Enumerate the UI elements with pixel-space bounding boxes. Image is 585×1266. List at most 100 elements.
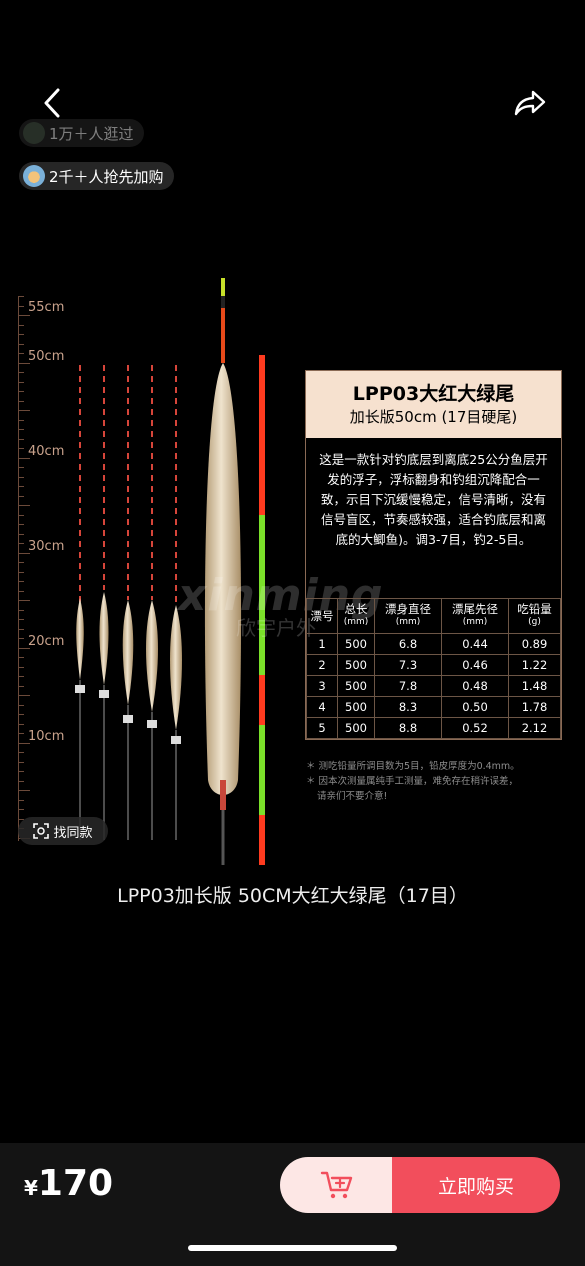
ruler-tick bbox=[18, 533, 24, 535]
added-to-cart-badge: 2千＋人抢先加购 bbox=[19, 162, 174, 190]
table-cell: 500 bbox=[337, 717, 375, 739]
ruler-tick bbox=[18, 685, 24, 687]
ruler-tick bbox=[18, 638, 24, 639]
ruler-tick bbox=[18, 752, 24, 753]
ruler-label: 20cm bbox=[28, 634, 65, 649]
ruler-tick bbox=[18, 296, 24, 297]
ruler-label: 40cm bbox=[28, 444, 65, 459]
table-header: 漂身直径 (mm) bbox=[374, 598, 442, 634]
table-cell: 500 bbox=[337, 654, 375, 676]
ruler-tick bbox=[18, 628, 24, 630]
ruler-tick bbox=[18, 476, 24, 478]
ruler-tick bbox=[18, 742, 30, 744]
price-value: 170 bbox=[37, 1163, 114, 1204]
small-float bbox=[122, 365, 134, 840]
scan-icon bbox=[33, 823, 50, 839]
product-caption: LPP03加长版 50CM大红大绿尾（17目） bbox=[117, 885, 468, 907]
table-row: 2 500 7.3 0.46 1.22 bbox=[306, 654, 561, 676]
table-cell: 1.78 bbox=[508, 696, 561, 718]
table-header: 漂号 bbox=[306, 598, 338, 634]
note-line: ＊ 因本次测量属纯手工测量，难免存在稍许误差， bbox=[306, 776, 519, 787]
price: ¥170 bbox=[24, 1163, 113, 1204]
ruler-tick bbox=[18, 372, 24, 373]
home-indicator bbox=[188, 1245, 397, 1251]
ruler-tick bbox=[18, 666, 24, 668]
table-row: 5 500 8.8 0.52 2.12 bbox=[306, 717, 561, 739]
ruler-label: 30cm bbox=[28, 539, 65, 554]
ruler-tick bbox=[18, 495, 24, 497]
table-cell: 4 bbox=[306, 696, 338, 718]
table-cell: 0.89 bbox=[508, 633, 561, 655]
ruler-line bbox=[18, 296, 19, 841]
ruler-tick bbox=[18, 733, 24, 734]
ruler-tick bbox=[18, 505, 30, 506]
share-icon bbox=[514, 90, 546, 116]
ruler-tick bbox=[18, 600, 30, 601]
ruler-tick bbox=[18, 438, 24, 440]
table-cell: 500 bbox=[337, 633, 375, 655]
ruler-tick bbox=[18, 704, 24, 706]
back-button[interactable] bbox=[30, 81, 74, 125]
ruler-tick bbox=[18, 543, 24, 544]
table-row: 3 500 7.8 0.48 1.48 bbox=[306, 675, 561, 697]
ruler-tick bbox=[18, 761, 24, 763]
table-header-row: 漂号 总长 (mm) 漂身直径 (mm) 漂尾先径 (mm) 吃铅量 (g) bbox=[306, 598, 561, 634]
ruler-tick bbox=[18, 315, 30, 316]
ruler-tick bbox=[18, 657, 24, 658]
table-cell: 2 bbox=[306, 654, 338, 676]
share-button[interactable] bbox=[508, 81, 552, 125]
table-cell: 0.46 bbox=[441, 654, 509, 676]
ruler-tick bbox=[18, 467, 24, 468]
ruler-tick bbox=[18, 695, 30, 696]
avatar bbox=[23, 165, 45, 187]
note-line: ＊ 测吃铅量所调目数为5目，铅皮厚度为0.4mm。 bbox=[306, 761, 520, 772]
floats-illustration bbox=[75, 278, 265, 865]
note-line: 请亲们不要介意! bbox=[317, 791, 388, 802]
ruler-label: 50cm bbox=[28, 349, 65, 364]
ruler-tick bbox=[18, 448, 24, 449]
find-similar-button[interactable]: 找同款 bbox=[18, 817, 108, 845]
table-row: 4 500 8.3 0.50 1.78 bbox=[306, 696, 561, 718]
ruler-tick bbox=[18, 714, 24, 715]
ruler-tick bbox=[18, 400, 24, 402]
ruler-tick bbox=[18, 524, 24, 525]
table-cell: 2.12 bbox=[508, 717, 561, 739]
spec-card-description: 这是一款针对钓底层到离底25公分鱼层开发的浮子，浮标翻身和钓组沉降配合一致，示目… bbox=[319, 452, 548, 547]
small-float bbox=[99, 365, 109, 840]
avatar bbox=[23, 122, 45, 144]
ruler-tick bbox=[18, 324, 24, 326]
buy-now-button[interactable]: 立即购买 bbox=[392, 1157, 560, 1213]
table-cell: 500 bbox=[337, 696, 375, 718]
spec-table: 漂号 总长 (mm) 漂身直径 (mm) 漂尾先径 (mm) 吃铅量 (g) 1 500 6… bbox=[306, 598, 561, 739]
ruler-tick bbox=[18, 619, 24, 620]
ruler-tick bbox=[18, 780, 24, 782]
ruler-tick bbox=[18, 799, 24, 801]
ruler-tick bbox=[18, 647, 30, 649]
ruler-tick bbox=[18, 457, 30, 459]
table-cell: 0.50 bbox=[441, 696, 509, 718]
ruler-tick bbox=[18, 305, 24, 307]
added-text: 2千＋人抢先加购 bbox=[49, 167, 164, 186]
currency-symbol: ¥ bbox=[24, 1176, 38, 1200]
ruler-tick bbox=[18, 486, 24, 487]
spec-card-title: LPP03大红大绿尾 bbox=[352, 382, 515, 405]
product-image[interactable]: 55cm 50cm 40cm 30cm 20cm 10cm bbox=[0, 260, 585, 870]
table-header: 吃铅量 (g) bbox=[508, 598, 561, 634]
small-float bbox=[146, 365, 158, 840]
table-cell: 7.8 bbox=[374, 675, 442, 697]
ruler-tick bbox=[18, 771, 24, 772]
table-cell: 6.8 bbox=[374, 633, 442, 655]
chevron-left-icon bbox=[44, 88, 60, 118]
spec-card: LPP03大红大绿尾 加长版50cm (17目硬尾) 这是一款针对钓底层到离底2… bbox=[305, 370, 562, 740]
viewed-text: 1万＋人逛过 bbox=[49, 124, 134, 143]
ruler-tick bbox=[18, 362, 30, 364]
ruler-tick bbox=[18, 514, 24, 516]
watermark-cn: 欣宇户外 bbox=[236, 616, 316, 640]
small-float bbox=[75, 365, 85, 840]
spec-card-header: LPP03大红大绿尾 加长版50cm (17目硬尾) bbox=[306, 371, 561, 438]
ruler-tick bbox=[18, 381, 24, 383]
ruler-tick bbox=[18, 334, 24, 335]
add-to-cart-button[interactable] bbox=[280, 1157, 394, 1213]
ruler-label: 10cm bbox=[28, 729, 65, 744]
table-cell: 7.3 bbox=[374, 654, 442, 676]
